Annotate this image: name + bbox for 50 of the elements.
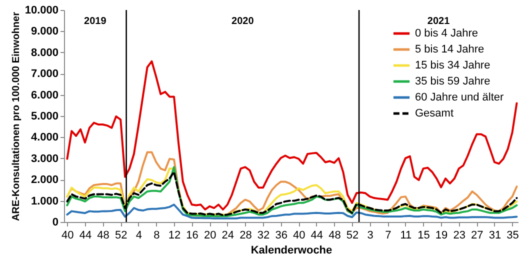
- y-tick-label: 7.000: [30, 68, 58, 80]
- annotation: 2020: [232, 16, 254, 27]
- y-tick-label: 9.000: [30, 26, 58, 38]
- x-tick-label: 28: [240, 230, 252, 242]
- x-tick-label: 35: [506, 230, 519, 242]
- line-series: [66, 204, 518, 220]
- x-tick-label: 7: [385, 230, 392, 242]
- x-tick-label: 36: [275, 230, 288, 242]
- x-tick-label: 32: [257, 230, 270, 242]
- y-tick-label: 8.000: [30, 46, 58, 59]
- x-tick-label: 8: [154, 230, 160, 242]
- x-tick-label: 48: [328, 230, 341, 242]
- y-tick-label: 1.000: [30, 195, 58, 208]
- legend-label: 60 Jahre und älter: [415, 92, 504, 104]
- y-tick-label: 2.000: [30, 174, 58, 186]
- y-tick-label: 6.000: [30, 89, 58, 102]
- annotation: 2021: [427, 16, 450, 27]
- x-tick-label: 40: [62, 230, 74, 242]
- x-tick-label: 4: [136, 230, 142, 242]
- x-tick-label: 19: [435, 230, 448, 242]
- x-tick-label: 3: [367, 230, 374, 242]
- y-tick-label: 3.000: [30, 152, 58, 165]
- annotation: 2019: [84, 16, 107, 27]
- x-tick-label: 12: [168, 230, 181, 242]
- line-series: [66, 60, 518, 210]
- legend-label: Gesamt: [415, 108, 454, 120]
- x-axis-title: Kalenderwoche: [250, 244, 332, 256]
- x-tick-label: 23: [453, 230, 466, 242]
- x-tick-label: 52: [114, 230, 128, 242]
- x-tick-label: 16: [186, 230, 198, 242]
- x-tick-label: 24: [222, 230, 234, 242]
- y-tick-label: 5.000: [30, 110, 58, 122]
- y-axis-title: ARE-Konsultationen pro 100.000 Einwohner: [10, 12, 22, 221]
- legend-label: 15 bis 34 Jahre: [415, 60, 490, 72]
- y-tick-label: 4.000: [30, 132, 58, 144]
- x-tick-label: 44: [79, 230, 92, 242]
- x-tick-label: 44: [310, 230, 324, 242]
- x-tick-label: 11: [400, 230, 412, 242]
- legend-label: 5 bis 14 Jahre: [415, 44, 484, 56]
- x-tick-label: 27: [471, 230, 484, 242]
- legend-label: 35 bis 59 Jahre: [415, 76, 490, 88]
- x-tick-label: 52: [346, 230, 359, 242]
- y-tick-label: 0: [52, 216, 58, 228]
- x-tick-label: 31: [488, 230, 502, 242]
- x-tick-label: 20: [204, 230, 216, 242]
- y-tick-label: 10.000: [24, 4, 58, 16]
- x-tick-label: 40: [293, 230, 306, 242]
- x-tick-label: 48: [97, 230, 110, 242]
- x-tick-label: 15: [418, 230, 430, 242]
- legend-label: 0 bis 4 Jahre: [415, 28, 478, 40]
